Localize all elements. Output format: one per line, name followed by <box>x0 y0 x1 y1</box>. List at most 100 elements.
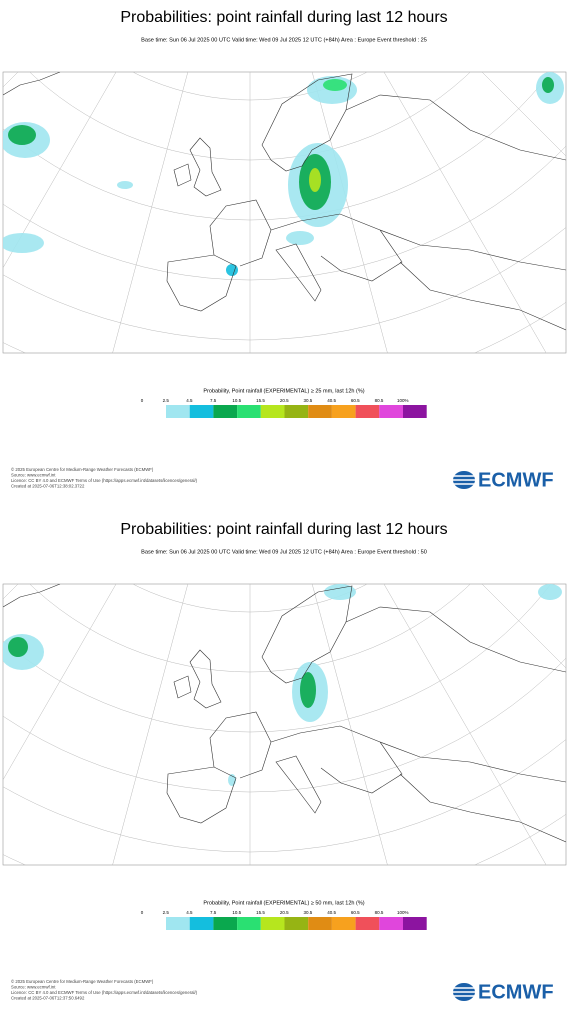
rain-area <box>300 672 316 708</box>
footer-line: Source: www.ecmwf.int <box>11 985 56 990</box>
legend-swatch <box>189 405 214 418</box>
logo: ECMWF <box>478 981 554 1003</box>
rain-area <box>542 77 554 93</box>
rain-area <box>323 79 347 91</box>
rain-area <box>117 181 133 189</box>
legend-label: 20.5 <box>280 910 289 915</box>
legend-label: 40.5 <box>327 398 336 403</box>
legend-title: Probability, Point rainfall (EXPERIMENTA… <box>203 388 364 394</box>
coastline <box>261 585 353 684</box>
legend-swatch <box>308 405 332 418</box>
legend-label: 40.5 <box>327 910 336 915</box>
legend-label: 80.5 <box>375 398 384 403</box>
legend-label: 60.5 <box>351 398 360 403</box>
rain-area <box>324 584 356 600</box>
legend-swatch <box>403 405 427 418</box>
coastline <box>399 261 566 331</box>
coastline <box>173 163 192 187</box>
rain-area <box>309 168 321 192</box>
rain-area <box>8 125 36 145</box>
legend-swatch <box>213 405 238 418</box>
footer-line: Licence: CC BY 4.0 and ECMWF Terms of Us… <box>11 478 198 483</box>
legend-label: 15.5 <box>256 910 265 915</box>
legend-label: 10.5 <box>232 910 241 915</box>
coastline <box>379 229 566 271</box>
legend-swatch <box>166 405 190 418</box>
footer-line: Created at 2025-07-06T12:38:02.3722 <box>11 484 85 489</box>
coastline <box>345 606 566 673</box>
meridian-line <box>383 584 547 865</box>
coastline <box>173 675 192 699</box>
meridian-line <box>481 584 566 669</box>
legend-label: 100% <box>397 910 409 915</box>
coastline <box>379 741 566 783</box>
panel: Probabilities: point rainfall during las… <box>2 9 567 491</box>
legend-swatch <box>403 917 427 930</box>
title: Probabilities: point rainfall during las… <box>120 9 447 26</box>
coastline <box>3 72 61 96</box>
meridian-line <box>112 584 189 865</box>
meridian-line <box>481 72 566 157</box>
meridian-line <box>112 72 189 353</box>
legend-swatch <box>284 405 309 418</box>
coastline <box>345 94 566 161</box>
legend-swatch <box>331 405 356 418</box>
legend-label: 60.5 <box>351 910 360 915</box>
legend-label: 30.5 <box>304 398 313 403</box>
legend-label: 30.5 <box>304 910 313 915</box>
legend-label: 20.5 <box>280 398 289 403</box>
legend-label: 100% <box>397 398 409 403</box>
coastline <box>270 213 403 282</box>
legend-swatch <box>308 917 332 930</box>
logo: ECMWF <box>478 469 554 491</box>
meridian-line <box>3 72 117 269</box>
coastline <box>209 711 272 779</box>
legend-swatch <box>379 917 403 930</box>
legend-label: 4.5 <box>186 398 193 403</box>
legend-label: 7.5 <box>210 398 217 403</box>
coastline <box>189 137 222 197</box>
subtitle: Base time: Sun 06 Jul 2025 00 UTC Valid … <box>141 37 427 43</box>
coastline <box>166 766 237 824</box>
legend-swatch <box>260 405 285 418</box>
coastline <box>189 649 222 709</box>
rain-area <box>538 584 562 600</box>
legend-label: 0 <box>141 398 144 403</box>
legend-label: 15.5 <box>256 398 265 403</box>
meridian-line <box>311 584 388 865</box>
coastline <box>275 755 322 814</box>
legend-swatch <box>331 917 356 930</box>
legend-label: 4.5 <box>186 910 193 915</box>
footer-line: Created at 2025-07-06T12:37:50.6492 <box>11 996 85 1001</box>
subtitle: Base time: Sun 06 Jul 2025 00 UTC Valid … <box>141 549 427 555</box>
rain-area <box>8 637 28 657</box>
legend-swatch <box>379 405 403 418</box>
footer-line: Licence: CC BY 4.0 and ECMWF Terms of Us… <box>11 990 198 995</box>
footer-line: © 2025 European Centre for Medium-Range … <box>11 979 154 984</box>
coastline <box>261 73 353 172</box>
legend-swatch <box>355 917 380 930</box>
legend-swatch <box>237 405 261 418</box>
legend-swatch <box>237 917 261 930</box>
footer-line: © 2025 European Centre for Medium-Range … <box>11 467 154 472</box>
legend-swatch <box>189 917 214 930</box>
legend-swatch <box>213 917 238 930</box>
legend-swatch <box>355 405 380 418</box>
rain-area <box>3 233 44 253</box>
coastline <box>3 584 61 608</box>
meridian-line <box>3 584 117 781</box>
coastline <box>275 243 322 302</box>
legend-label: 80.5 <box>375 910 384 915</box>
legend-label: 2.5 <box>163 398 170 403</box>
map-frame <box>2 71 567 354</box>
footer-line: Source: www.ecmwf.int <box>11 473 56 478</box>
legend-label: 2.5 <box>163 910 170 915</box>
legend-label: 0 <box>141 910 144 915</box>
legend-swatch <box>260 917 285 930</box>
legend-label: 10.5 <box>232 398 241 403</box>
coastline <box>399 773 566 843</box>
